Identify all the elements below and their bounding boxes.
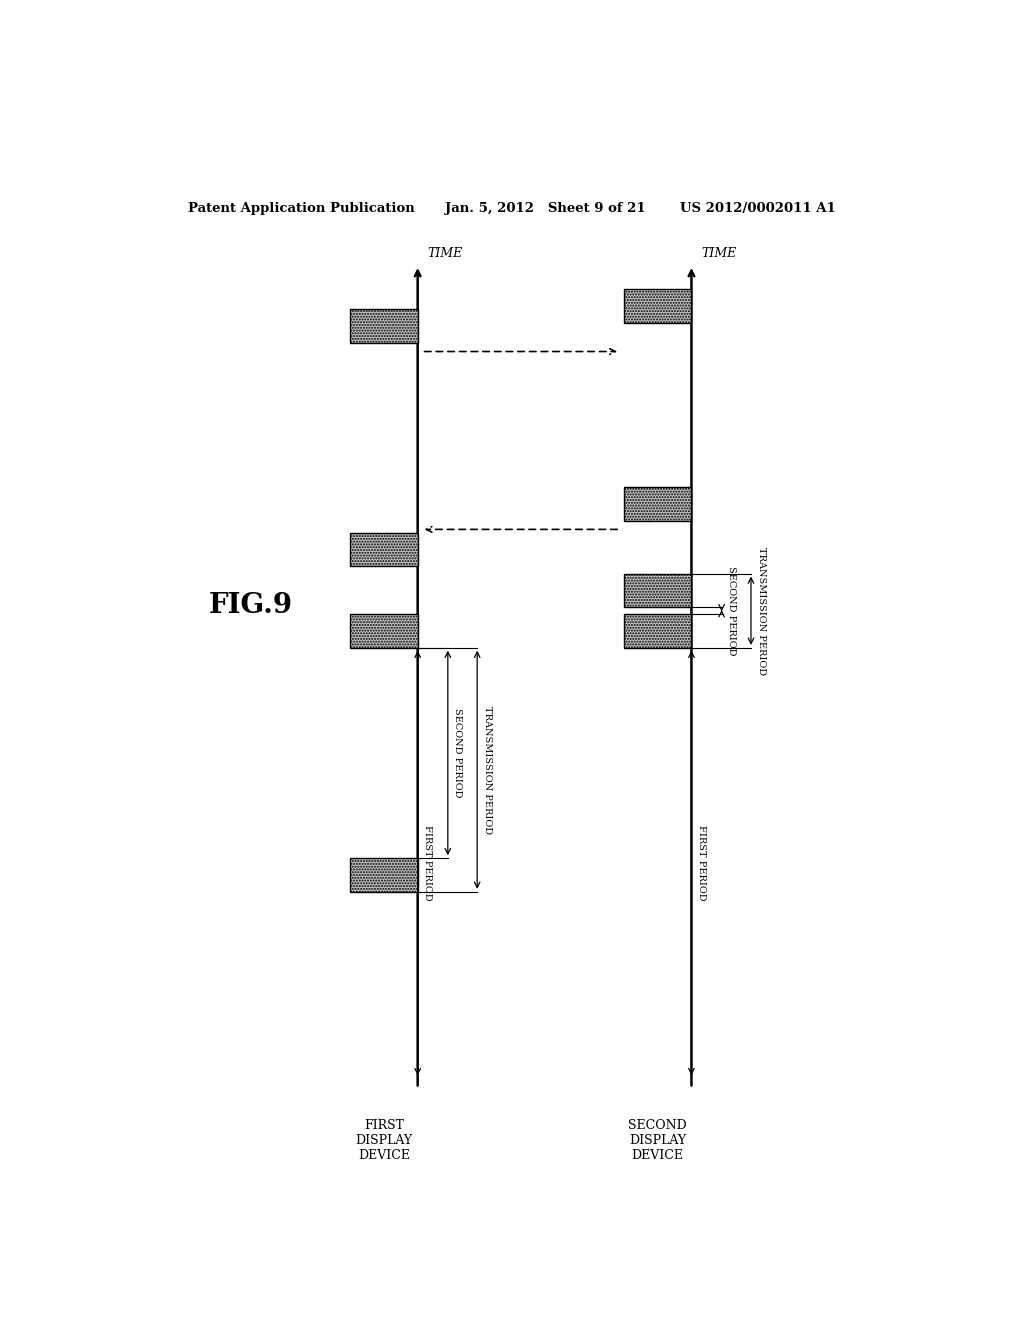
Bar [350,858,418,892]
Text: SECOND PERIOD: SECOND PERIOD [727,566,736,656]
Text: FIRST PERIOD: FIRST PERIOD [423,825,432,900]
Text: US 2012/0002011 A1: US 2012/0002011 A1 [680,202,836,215]
Bar [350,614,418,648]
Text: TRANSMISSION PERIOD: TRANSMISSION PERIOD [482,706,492,834]
Bar [624,289,691,322]
Text: TIME: TIME [701,247,736,260]
Text: Jan. 5, 2012   Sheet 9 of 21: Jan. 5, 2012 Sheet 9 of 21 [445,202,646,215]
Text: FIRST
DISPLAY
DEVICE: FIRST DISPLAY DEVICE [355,1119,413,1162]
Bar [624,574,691,607]
Bar [624,614,691,648]
Text: FIRST PERIOD: FIRST PERIOD [697,825,706,900]
Text: SECOND
DISPLAY
DEVICE: SECOND DISPLAY DEVICE [629,1119,687,1162]
Text: FIG.9: FIG.9 [209,593,293,619]
Text: TIME: TIME [427,247,463,260]
Text: TRANSMISSION PERIOD: TRANSMISSION PERIOD [757,546,766,675]
Text: Patent Application Publication: Patent Application Publication [187,202,415,215]
Bar [350,309,418,343]
Bar [350,533,418,566]
Bar [624,487,691,521]
Text: SECOND PERIOD: SECOND PERIOD [454,709,463,797]
